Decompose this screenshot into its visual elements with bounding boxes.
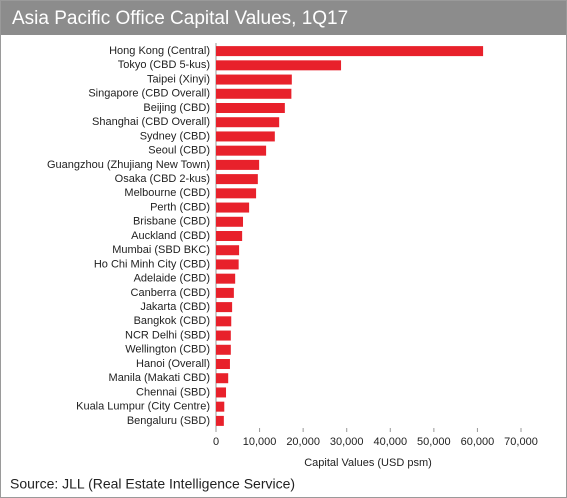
y-tick-label: Bengaluru (SBD) [127,415,210,427]
y-tick-label: Manila (Makati CBD) [109,372,210,384]
bar [216,302,233,313]
y-tick-label: Auckland (CBD) [131,230,210,242]
bar [216,259,239,270]
chart-title: Asia Pacific Office Capital Values, 1Q17 [12,8,348,29]
y-tick-label: Beijing (CBD) [143,102,210,114]
bar [216,117,280,128]
source: Source: JLL (Real Estate Intelligence Se… [10,476,295,492]
bar [216,330,231,341]
bar [216,74,292,85]
y-tick-label: Hanoi (Overall) [136,358,210,370]
bar [216,60,342,71]
bar [216,344,231,355]
bar [216,273,236,284]
y-tick-label: Tokyo (CBD 5-kus) [118,59,210,71]
y-tick-label: NCR Delhi (SBD) [125,329,210,341]
y-tick-label: Ho Chi Minh City (CBD) [94,258,210,270]
bar [216,88,292,99]
y-tick-label: Wellington (CBD) [125,344,210,356]
bar [216,103,285,113]
bar [216,46,484,57]
bar [216,188,257,199]
bar [216,216,244,227]
bar [216,159,260,170]
y-tick-label: Shanghai (CBD Overall) [92,116,210,128]
x-tick-label: 40,000 [373,436,407,448]
bar [216,231,243,241]
y-tick-label: Melbourne (CBD) [124,187,210,199]
y-tick-label: Mumbai (SBD BKC) [112,244,210,256]
y-tick-label: Osaka (CBD 2-kus) [115,173,210,185]
bar [216,415,224,426]
x-tick-label: 0 [213,436,219,448]
y-tick-label: Brisbane (CBD) [133,216,210,228]
bar [216,387,227,398]
bar [216,401,225,412]
x-tick-label: 50,000 [417,436,451,448]
x-tick-label: 30,000 [330,436,364,448]
y-tick-label: Chennai (SBD) [136,386,210,398]
x-tick-label: 70,000 [504,436,538,448]
title-bar [1,1,566,35]
x-axis-label: Capital Values (USD psm) [304,457,432,469]
y-tick-label: Guangzhou (Zhujiang New Town) [47,159,210,171]
y-tick-label: Kuala Lumpur (City Centre) [76,401,210,413]
x-tick-label: 60,000 [461,436,495,448]
y-tick-label: Adelaide (CBD) [134,273,210,285]
y-tick-label: Sydney (CBD) [140,130,210,142]
y-tick-label: Seoul (CBD) [148,145,210,157]
y-tick-label: Perth (CBD) [150,201,210,213]
y-tick-label: Taipei (Xinyi) [147,73,210,85]
x-tick-label: 20,000 [286,436,320,448]
y-tick-label: Bangkok (CBD) [134,315,210,327]
bar [216,145,267,156]
y-tick-label: Singapore (CBD Overall) [88,88,210,100]
bar [216,287,234,298]
bar [216,316,232,327]
bar [216,131,275,142]
y-tick-label: Canberra (CBD) [131,287,210,299]
bar [216,359,230,369]
bar [216,174,258,185]
bar [216,202,250,213]
y-tick-label: Hong Kong (Central) [109,45,210,57]
bar [216,373,229,384]
x-tick-label: 10,000 [243,436,277,448]
y-tick-label: Jakarta (CBD) [140,301,210,313]
bar [216,245,240,256]
